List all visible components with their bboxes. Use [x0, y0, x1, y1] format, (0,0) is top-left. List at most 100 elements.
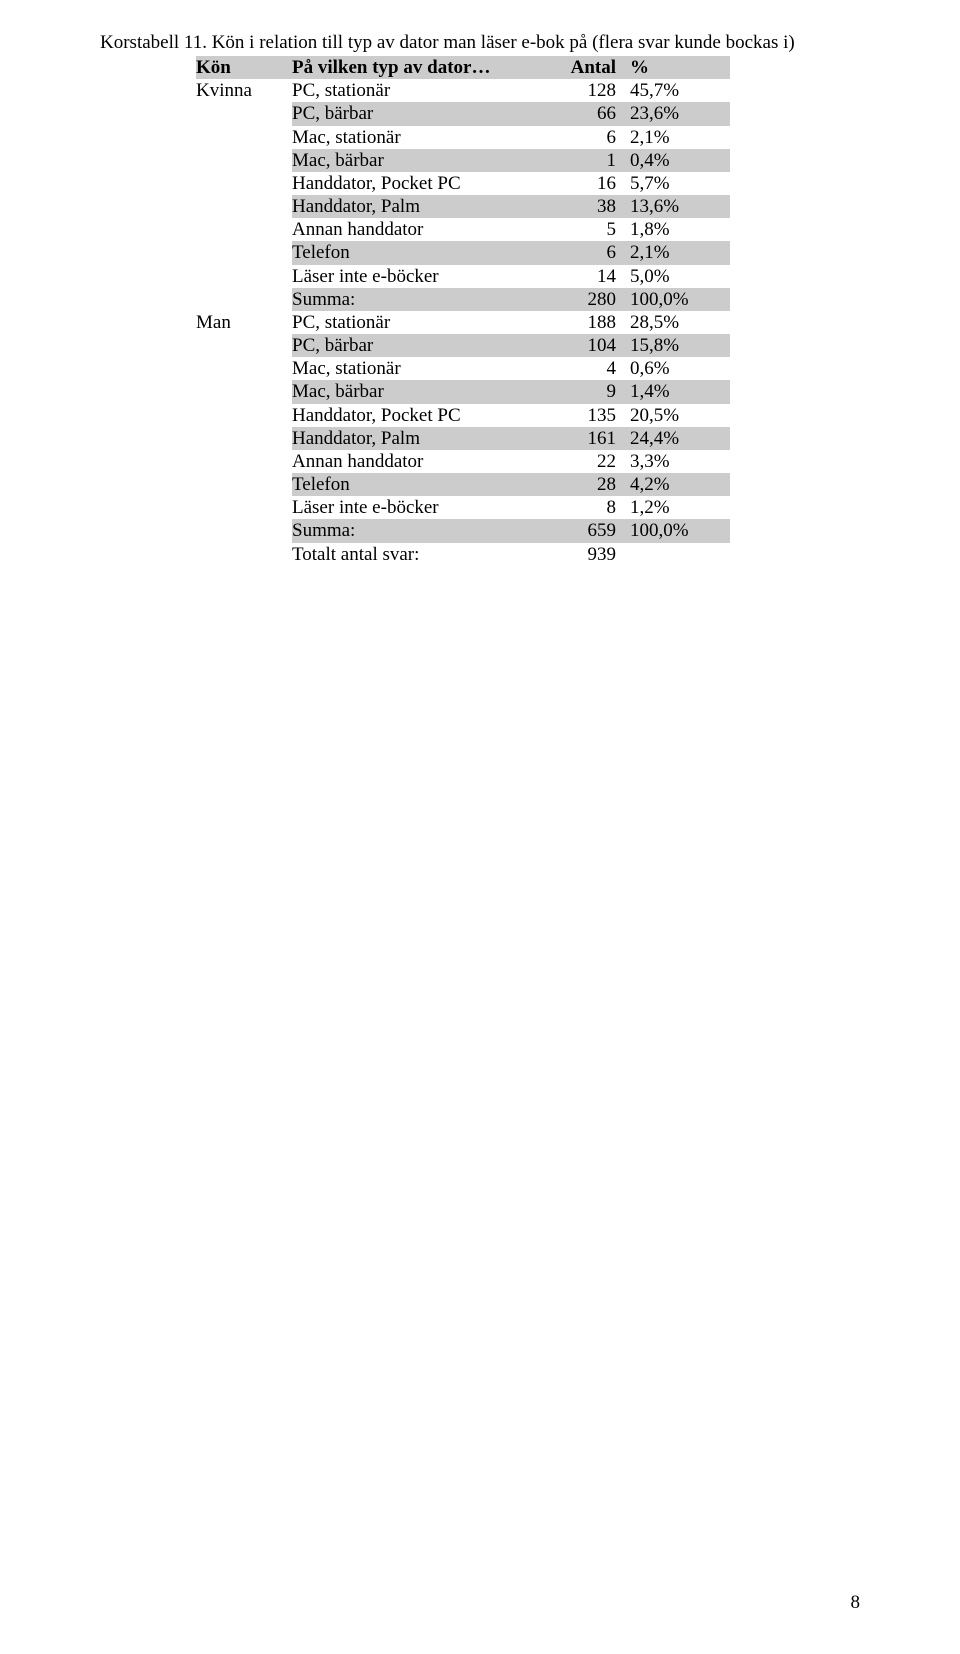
cell-item: Telefon	[292, 241, 542, 264]
table-total-row: Totalt antal svar:939	[196, 543, 730, 566]
cell-pct: 4,2%	[626, 473, 730, 496]
cell-pct	[626, 543, 730, 566]
table-row: Telefon62,1%	[196, 241, 730, 264]
cell-kon	[196, 496, 292, 519]
cell-antal: 16	[542, 172, 626, 195]
cell-kon: Man	[196, 311, 292, 334]
cell-kon	[196, 102, 292, 125]
cell-kon	[196, 241, 292, 264]
cell-pct: 13,6%	[626, 195, 730, 218]
cell-pct: 28,5%	[626, 311, 730, 334]
cell-item: Mac, stationär	[292, 357, 542, 380]
cell-kon	[196, 126, 292, 149]
header-pct: %	[626, 56, 730, 79]
cell-antal: 6	[542, 241, 626, 264]
cell-antal: 8	[542, 496, 626, 519]
header-antal: Antal	[542, 56, 626, 79]
cross-table: KönPå vilken typ av dator…Antal%KvinnaPC…	[196, 56, 730, 566]
cell-kon	[196, 473, 292, 496]
table-row: Mac, bärbar91,4%	[196, 380, 730, 403]
table-row: Telefon284,2%	[196, 473, 730, 496]
cell-kon: Kvinna	[196, 79, 292, 102]
table-row: Mac, stationär62,1%	[196, 126, 730, 149]
cell-pct: 20,5%	[626, 404, 730, 427]
cell-pct: 0,6%	[626, 357, 730, 380]
table-row: Handdator, Palm16124,4%	[196, 427, 730, 450]
cell-item: PC, stationär	[292, 311, 542, 334]
cell-antal: 38	[542, 195, 626, 218]
cell-antal: 5	[542, 218, 626, 241]
cell-pct: 0,4%	[626, 149, 730, 172]
cell-item: Handdator, Pocket PC	[292, 172, 542, 195]
cell-kon	[196, 195, 292, 218]
cell-item: Handdator, Palm	[292, 427, 542, 450]
cell-kon	[196, 450, 292, 473]
cell-kon	[196, 357, 292, 380]
cell-pct: 1,2%	[626, 496, 730, 519]
cell-antal: 22	[542, 450, 626, 473]
table-row: Summa:659100,0%	[196, 519, 730, 542]
table-row: Handdator, Pocket PC13520,5%	[196, 404, 730, 427]
cell-item: Mac, stationär	[292, 126, 542, 149]
header-kon: Kön	[196, 56, 292, 79]
cell-item: PC, bärbar	[292, 102, 542, 125]
cell-item: Läser inte e-böcker	[292, 265, 542, 288]
cell-pct: 23,6%	[626, 102, 730, 125]
cell-item: Annan handdator	[292, 218, 542, 241]
cell-pct: 5,0%	[626, 265, 730, 288]
cell-pct: 2,1%	[626, 241, 730, 264]
cell-antal: 4	[542, 357, 626, 380]
cell-item: PC, stationär	[292, 79, 542, 102]
header-item: På vilken typ av dator…	[292, 56, 542, 79]
cell-antal: 9	[542, 380, 626, 403]
cell-antal: 28	[542, 473, 626, 496]
cell-item: Telefon	[292, 473, 542, 496]
cell-antal: 135	[542, 404, 626, 427]
cell-antal: 6	[542, 126, 626, 149]
cell-kon	[196, 218, 292, 241]
table-row: Mac, stationär40,6%	[196, 357, 730, 380]
cell-antal: 104	[542, 334, 626, 357]
cell-kon	[196, 427, 292, 450]
cell-pct: 100,0%	[626, 519, 730, 542]
cell-item: Läser inte e-böcker	[292, 496, 542, 519]
cell-kon	[196, 380, 292, 403]
cell-item: Summa:	[292, 288, 542, 311]
table-title: Korstabell 11. Kön i relation till typ a…	[100, 32, 860, 54]
table-header-row: KönPå vilken typ av dator…Antal%	[196, 56, 730, 79]
page-number: 8	[851, 1592, 861, 1614]
cell-kon	[196, 172, 292, 195]
cell-kon	[196, 288, 292, 311]
table-row: Mac, bärbar10,4%	[196, 149, 730, 172]
cell-item: Handdator, Palm	[292, 195, 542, 218]
cell-pct: 45,7%	[626, 79, 730, 102]
cell-item: Mac, bärbar	[292, 149, 542, 172]
cell-pct: 1,4%	[626, 380, 730, 403]
table-row: Annan handdator223,3%	[196, 450, 730, 473]
cell-kon	[196, 519, 292, 542]
cell-item: PC, bärbar	[292, 334, 542, 357]
cell-antal: 66	[542, 102, 626, 125]
cell-pct: 5,7%	[626, 172, 730, 195]
cell-total-value: 939	[542, 543, 626, 566]
table-row: PC, bärbar6623,6%	[196, 102, 730, 125]
cell-antal: 1	[542, 149, 626, 172]
cell-kon	[196, 543, 292, 566]
table-row: Summa:280100,0%	[196, 288, 730, 311]
table-row: Handdator, Pocket PC165,7%	[196, 172, 730, 195]
cell-item: Summa:	[292, 519, 542, 542]
cell-kon	[196, 265, 292, 288]
cell-antal: 128	[542, 79, 626, 102]
cell-pct: 1,8%	[626, 218, 730, 241]
cell-pct: 15,8%	[626, 334, 730, 357]
cell-antal: 659	[542, 519, 626, 542]
cell-antal: 14	[542, 265, 626, 288]
cell-pct: 24,4%	[626, 427, 730, 450]
cell-item: Handdator, Pocket PC	[292, 404, 542, 427]
cell-pct: 100,0%	[626, 288, 730, 311]
cell-kon	[196, 334, 292, 357]
table-row: Handdator, Palm3813,6%	[196, 195, 730, 218]
table-row: KvinnaPC, stationär12845,7%	[196, 79, 730, 102]
table-row: ManPC, stationär18828,5%	[196, 311, 730, 334]
cell-pct: 3,3%	[626, 450, 730, 473]
